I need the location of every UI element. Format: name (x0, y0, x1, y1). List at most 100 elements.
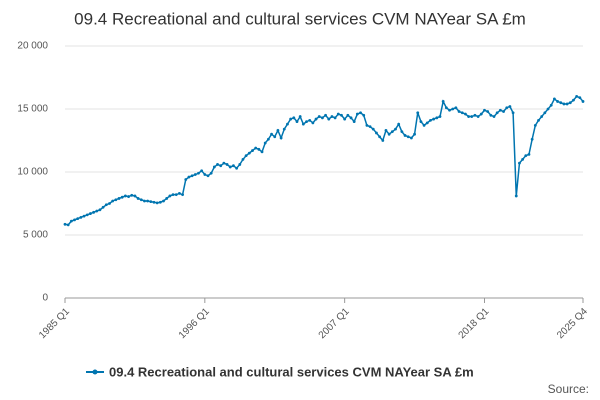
data-point (470, 115, 474, 118)
data-point (63, 222, 67, 226)
data-point (228, 165, 232, 169)
data-point (568, 101, 572, 105)
data-point (467, 115, 470, 118)
data-point (413, 132, 416, 136)
data-point (235, 166, 239, 170)
data-point (438, 115, 442, 118)
data-point (276, 129, 280, 132)
data-point (375, 131, 378, 135)
data-point (537, 118, 540, 122)
legend-label: 09.4 Recreational and cultural services … (109, 364, 474, 379)
data-point (241, 158, 245, 161)
data-point (371, 127, 375, 131)
data-point (152, 200, 156, 204)
data-point (444, 106, 448, 110)
data-point (368, 125, 372, 129)
data-point (266, 137, 270, 141)
data-point (317, 115, 321, 118)
data-point (498, 108, 502, 112)
data-point (206, 174, 210, 178)
data-point (419, 120, 423, 123)
data-point (575, 95, 579, 98)
data-point (448, 108, 451, 112)
data-point (254, 146, 258, 150)
data-point (305, 120, 308, 123)
data-point (85, 213, 89, 217)
data-point (355, 112, 359, 116)
data-point (174, 193, 178, 197)
data-point (324, 113, 327, 117)
data-point (111, 199, 115, 203)
data-point (492, 115, 496, 118)
data-point (365, 123, 369, 127)
data-point (181, 193, 184, 197)
data-point (127, 195, 130, 198)
data-point (416, 111, 420, 115)
data-point (505, 106, 509, 110)
data-point (422, 123, 426, 127)
data-point (524, 154, 528, 158)
data-point (114, 198, 118, 202)
data-point (349, 116, 353, 120)
y-tick-label: 20 000 (17, 41, 48, 52)
data-point (435, 116, 439, 120)
data-point (508, 105, 512, 108)
data-point (193, 173, 197, 176)
data-point (562, 102, 566, 106)
data-point (378, 135, 382, 139)
data-point (451, 107, 455, 111)
data-point (406, 135, 410, 139)
data-point (565, 102, 569, 106)
data-point (460, 111, 464, 115)
data-point (146, 199, 150, 203)
data-point (149, 200, 153, 204)
data-point (197, 171, 200, 175)
data-point (98, 208, 102, 212)
data-point (409, 136, 413, 140)
data-point (168, 194, 172, 198)
data-point (352, 120, 356, 123)
data-point (530, 137, 534, 141)
x-tick-label: 2007 Q1 (317, 306, 352, 341)
y-tick-label: 15 000 (17, 104, 48, 115)
data-point (247, 151, 251, 155)
data-point (270, 132, 273, 136)
data-point (476, 115, 480, 118)
data-point (387, 132, 391, 136)
data-point (486, 110, 490, 113)
data-point (518, 161, 521, 165)
data-point (222, 161, 226, 165)
data-point (533, 123, 537, 127)
y-tick-label: 10 000 (17, 167, 48, 178)
data-point (171, 193, 175, 197)
data-point (120, 195, 124, 199)
data-point (394, 127, 397, 131)
chart-title: 09.4 Recreational and cultural services … (74, 9, 526, 28)
data-point (502, 110, 505, 113)
data-point (257, 147, 261, 151)
x-tick-label: 2018 Q1 (457, 306, 492, 341)
data-point (108, 202, 111, 205)
source: Source: (548, 382, 589, 396)
data-point (209, 171, 213, 175)
data-point (327, 117, 331, 121)
data-point (425, 121, 429, 125)
data-point (397, 122, 401, 126)
data-point (429, 118, 432, 122)
data-point (432, 117, 436, 121)
data-point (473, 113, 477, 117)
data-point (489, 113, 493, 117)
data-point (321, 116, 324, 120)
data-point (187, 175, 191, 179)
data-point (95, 209, 99, 213)
data-point (260, 150, 264, 154)
data-point (559, 101, 563, 105)
data-point (514, 194, 518, 198)
data-point (79, 215, 83, 219)
data-point (190, 174, 194, 178)
data-point (216, 163, 219, 166)
data-point (381, 139, 385, 142)
data-point (66, 223, 70, 227)
data-point (203, 173, 207, 176)
